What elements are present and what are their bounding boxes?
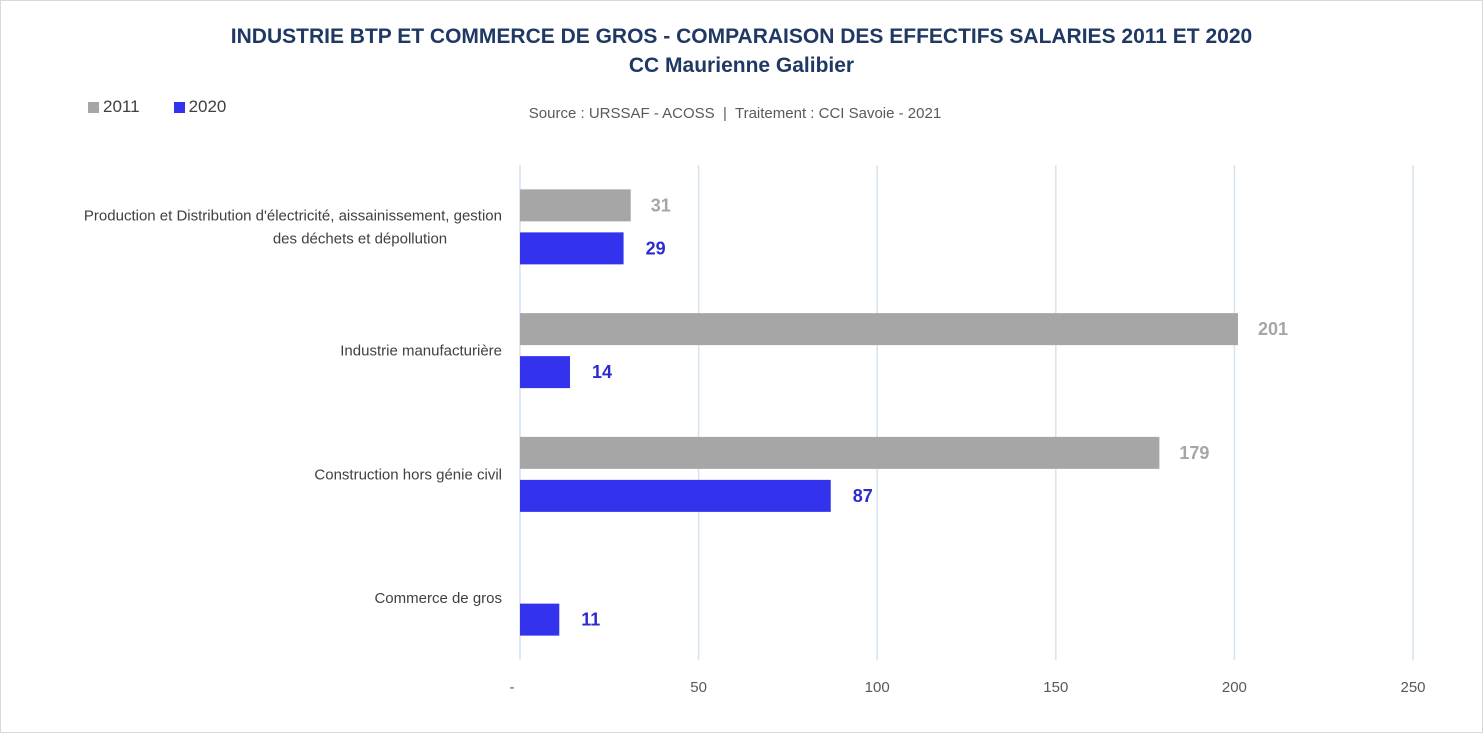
bar-2020-1 — [520, 356, 571, 389]
legend-label-2011: 2011 — [103, 97, 140, 116]
category-label: Production et Distribution d'électricité… — [84, 207, 502, 224]
legend-item-2020: 2020 — [173, 97, 227, 117]
x-tick-label: 50 — [690, 679, 707, 696]
chart-title-block: INDUSTRIE BTP ET COMMERCE DE GROS - COMP… — [0, 22, 1483, 80]
data-label-2020: 14 — [592, 362, 612, 382]
category-label: des déchets et dépollution — [273, 230, 447, 247]
x-tick-label: 250 — [1400, 679, 1425, 696]
legend-swatch-2020 — [173, 101, 185, 113]
x-tick-label: 100 — [865, 679, 890, 696]
bar-2011-0 — [520, 189, 631, 222]
legend-swatch-2011 — [88, 101, 99, 113]
category-label: Industrie manufacturière — [340, 343, 502, 360]
data-label-2020: 87 — [853, 486, 873, 506]
data-label-2011: 31 — [651, 195, 671, 215]
category-label: Commerce de gros — [374, 590, 502, 607]
x-tick-label: 200 — [1222, 679, 1247, 696]
bar-2020-3 — [520, 603, 560, 636]
chart-title: INDUSTRIE BTP ET COMMERCE DE GROS - COMP… — [230, 25, 1253, 48]
data-label-2011: 201 — [1258, 319, 1288, 339]
data-label-2020: 11 — [581, 610, 600, 630]
data-label-2011: 179 — [1179, 443, 1209, 463]
legend: 2011 2020 — [88, 97, 226, 117]
bar-2020-0 — [520, 232, 624, 265]
chart-subtitle: CC Maurienne Galibier — [628, 54, 855, 77]
data-label-2020: 29 — [646, 238, 666, 258]
source-note: Source : URSSAF - ACOSS | Traitement : C… — [528, 105, 942, 122]
category-label: Construction hors génie civil — [314, 466, 502, 483]
bar-2020-2 — [520, 479, 831, 512]
x-tick-label: - — [510, 679, 515, 696]
x-tick-label: 150 — [1043, 679, 1068, 696]
bar-2011-1 — [520, 313, 1238, 346]
bar-2011-2 — [520, 436, 1160, 469]
legend-label-2020: 2020 — [188, 97, 227, 116]
legend-item-2011: 2011 — [88, 97, 140, 117]
